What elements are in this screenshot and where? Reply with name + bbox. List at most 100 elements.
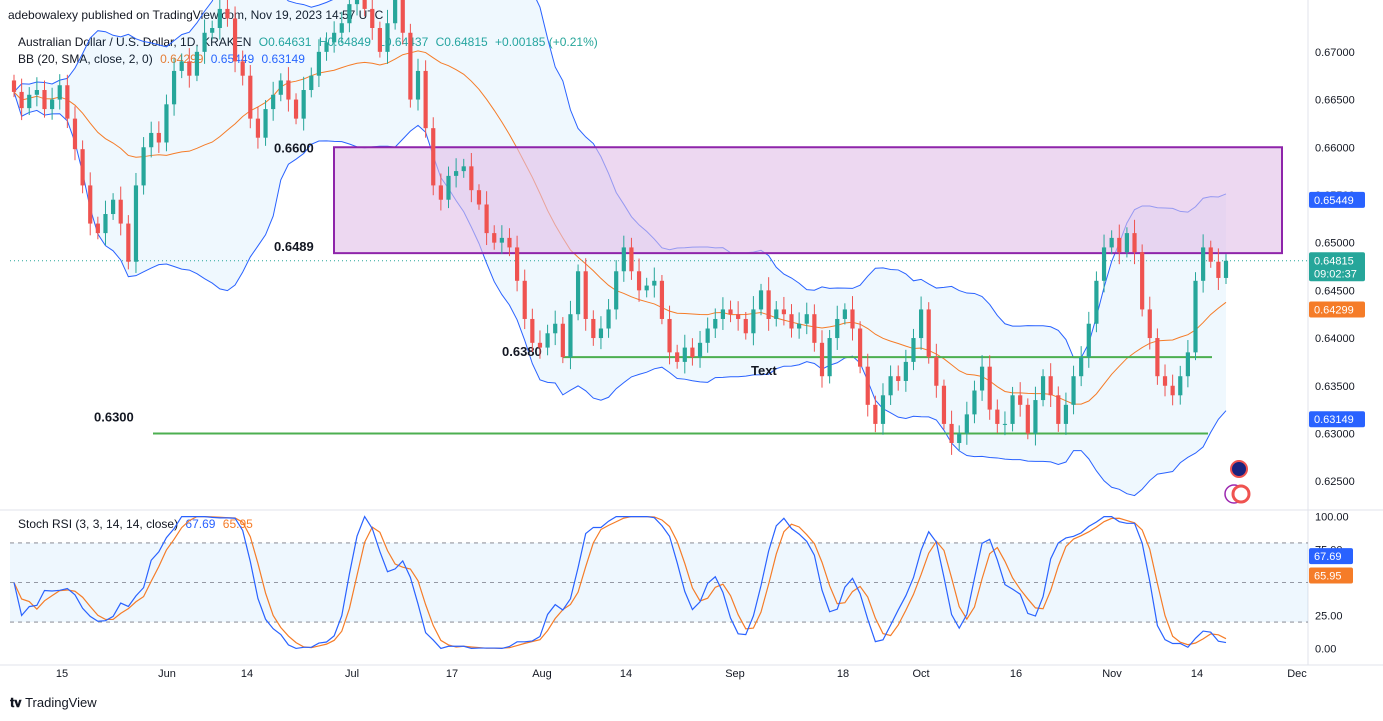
candle-body — [118, 199, 123, 224]
candle-body — [408, 32, 413, 100]
candle-body — [469, 166, 474, 191]
ohlc-open: O0.64631 — [258, 35, 312, 49]
candle-body — [72, 118, 78, 150]
last-price-badge-text: 0.64815 — [1314, 255, 1354, 267]
candle-body — [263, 109, 268, 138]
candle — [80, 140, 85, 194]
time-tick-label: 15 — [56, 668, 68, 680]
last-price-badge-bg — [1309, 252, 1365, 282]
candle — [393, 0, 398, 30]
candle-body — [370, 8, 375, 28]
candle — [1178, 365, 1183, 405]
candle-body — [57, 85, 62, 100]
candle — [987, 355, 992, 420]
candle-body — [934, 357, 939, 386]
candle — [408, 23, 413, 108]
candle-body — [918, 309, 924, 339]
candle — [911, 328, 916, 371]
candle-body — [240, 61, 245, 76]
bb-lower-badge-text: 0.63149 — [1314, 414, 1354, 426]
price-tick-label: 0.65000 — [1315, 238, 1355, 250]
candle-body — [720, 309, 726, 319]
candle — [1155, 328, 1160, 385]
candle — [164, 94, 169, 152]
candle — [629, 237, 634, 280]
candle — [50, 87, 55, 120]
candle — [210, 20, 215, 40]
candle-body — [979, 366, 985, 391]
stoch-k-line — [13, 515, 1227, 650]
tradingview-logo[interactable]: 𝐭𝐯 TradingView — [10, 695, 97, 711]
candle — [697, 330, 703, 368]
candle-body — [492, 233, 497, 243]
candle-body — [1056, 395, 1061, 424]
candle — [690, 338, 695, 366]
bb-upper-badge-bg — [1309, 191, 1365, 208]
time-tick-label: 18 — [837, 668, 849, 680]
candle — [682, 334, 687, 374]
candle-body — [110, 199, 116, 215]
candle — [347, 0, 352, 33]
candle-body — [499, 237, 504, 243]
candle-body — [621, 247, 626, 272]
time-tick-label: Nov — [1102, 668, 1122, 680]
candle-body — [179, 61, 184, 71]
candle-body — [560, 323, 565, 358]
candle-body — [88, 185, 93, 224]
stoch-d-badge-bg — [1309, 567, 1353, 584]
candle — [1140, 244, 1145, 317]
candle — [11, 74, 17, 98]
candle-body — [652, 280, 657, 286]
time-tick-label: 14 — [241, 668, 253, 680]
candle-body — [1094, 280, 1099, 324]
candle — [377, 21, 382, 58]
candle-body — [1079, 357, 1084, 377]
candle — [57, 74, 62, 110]
candle — [149, 121, 154, 158]
candle — [934, 343, 939, 398]
candle-body — [1086, 323, 1091, 358]
candle — [332, 21, 337, 53]
candle — [972, 380, 977, 424]
candle-body — [1178, 376, 1183, 396]
australia-flag-icon — [1230, 460, 1248, 478]
stoch-d-badge-text: 65.95 — [1314, 570, 1342, 582]
symbol-legend: Australian Dollar / U.S. Dollar, 1D, KRA… — [18, 35, 602, 49]
candle-body — [888, 376, 893, 396]
candle-body — [758, 290, 764, 310]
stoch-label[interactable]: Stoch RSI (3, 3, 14, 14, close) — [18, 517, 179, 531]
stoch-k-badge-bg — [1309, 548, 1353, 565]
candle — [644, 277, 649, 298]
candle-body — [1063, 404, 1069, 424]
bb-label[interactable]: BB (20, SMA, close, 2, 0) — [18, 52, 153, 66]
candle-body — [728, 309, 733, 315]
candle — [1124, 227, 1130, 258]
candle — [1170, 374, 1175, 406]
candle-body — [210, 28, 215, 33]
candle-body — [301, 90, 306, 119]
candle-body — [484, 204, 489, 234]
candle — [827, 329, 832, 384]
candle — [918, 296, 924, 350]
price-tick-label: 0.63000 — [1315, 428, 1355, 440]
time-tick-label: Dec — [1287, 668, 1307, 680]
bb-basis-badge-bg — [1309, 301, 1365, 318]
candle — [560, 317, 565, 364]
bb-lower-badge-bg — [1309, 411, 1365, 428]
candle — [484, 191, 489, 246]
candle-body — [682, 347, 687, 362]
candle-body — [248, 75, 253, 119]
candle — [179, 53, 184, 79]
candle — [812, 304, 817, 352]
zone-top-label: 0.6600 — [274, 140, 314, 155]
candle-body — [949, 423, 954, 443]
candle-body — [995, 409, 1000, 424]
candle — [880, 383, 886, 435]
symbol-name[interactable]: Australian Dollar / U.S. Dollar, 1D, KRA… — [18, 35, 252, 49]
candle-body — [103, 214, 108, 234]
candle — [217, 0, 222, 40]
time-tick-label: Aug — [532, 668, 552, 680]
candle-body — [461, 166, 466, 172]
